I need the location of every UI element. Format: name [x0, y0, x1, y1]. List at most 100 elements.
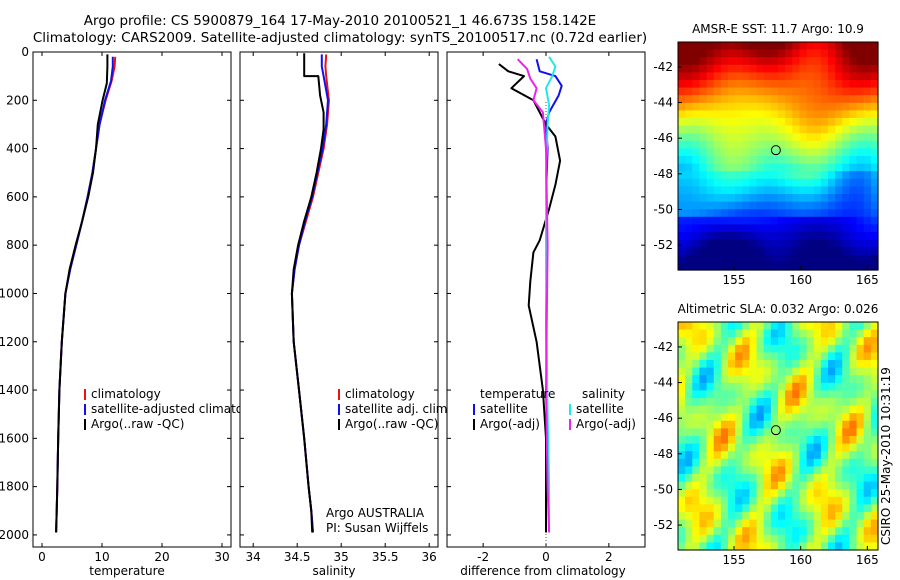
heatmap-cell: [742, 458, 751, 467]
heatmap-cell: [763, 186, 772, 195]
heatmap-cell: [770, 375, 779, 384]
heatmap-cell: [806, 504, 815, 513]
heatmap-cell: [842, 352, 851, 361]
heatmap-cell: [870, 140, 879, 149]
map-x-tick-label: 155: [723, 273, 746, 287]
heatmap-cell: [799, 156, 808, 165]
heatmap-cell: [785, 216, 793, 225]
heatmap-cell: [692, 262, 701, 271]
map-y-tick-label: -42: [653, 340, 673, 354]
heatmap-cell: [870, 64, 879, 73]
heatmap-cell: [813, 194, 822, 203]
heatmap-cell: [678, 102, 686, 111]
heatmap-cell: [678, 496, 686, 505]
heatmap-cell: [820, 42, 829, 51]
heatmap-cell: [728, 87, 736, 96]
heatmap-cell: [856, 360, 865, 369]
heatmap-cell: [749, 329, 758, 338]
heatmap-cell: [685, 148, 693, 157]
heatmap-cell: [763, 148, 772, 157]
heatmap-cell: [756, 519, 765, 528]
heatmap-cell: [756, 527, 765, 536]
heatmap-cell: [806, 466, 815, 475]
heatmap-cell: [792, 367, 801, 376]
sla-map-title: Altimetric SLA: 0.032 Argo: 0.026: [678, 302, 879, 316]
heatmap-cell: [735, 72, 743, 81]
heatmap-cell: [749, 466, 758, 475]
heatmap-cell: [799, 428, 808, 437]
heatmap-cell: [770, 451, 779, 460]
heatmap-cell: [828, 398, 836, 407]
y-tick-label: 200: [6, 93, 29, 107]
heatmap-cell: [778, 140, 786, 149]
heatmap-cell: [806, 201, 815, 210]
heatmap-cell: [849, 186, 858, 195]
heatmap-cell: [685, 125, 693, 134]
heatmap-cell: [813, 247, 822, 256]
heatmap-cell: [778, 110, 786, 119]
heatmap-cell: [870, 42, 879, 51]
heatmap-cell: [785, 209, 793, 218]
heatmap-cell: [835, 398, 843, 407]
heatmap-cell: [706, 110, 715, 119]
heatmap-cell: [799, 466, 808, 475]
heatmap-cell: [849, 201, 858, 210]
heatmap-cell: [713, 496, 722, 505]
heatmap-cell: [692, 519, 701, 528]
heatmap-cell: [870, 247, 879, 256]
heatmap-cell: [713, 398, 722, 407]
heatmap-cell: [763, 163, 772, 172]
heatmap-cell: [856, 201, 865, 210]
heatmap-cell: [756, 375, 765, 384]
heatmap-cell: [799, 382, 808, 391]
heatmap-cell: [713, 102, 722, 111]
heatmap-cell: [720, 322, 729, 331]
heatmap-cell: [678, 436, 686, 445]
heatmap-cell: [863, 49, 872, 58]
heatmap-cell: [856, 178, 865, 187]
heatmap-cell: [720, 95, 729, 104]
heatmap-cell: [685, 186, 693, 195]
heatmap-cell: [813, 201, 822, 210]
x-tick-label: -2: [477, 550, 489, 564]
heatmap-cell: [692, 156, 701, 165]
heatmap-cell: [849, 133, 858, 142]
heatmap-cell: [835, 512, 843, 521]
heatmap-cell: [742, 110, 751, 119]
heatmap-cell: [763, 405, 772, 414]
heatmap-cell: [863, 413, 872, 422]
heatmap-cell: [713, 239, 722, 248]
heatmap-cell: [799, 102, 808, 111]
heatmap-cell: [806, 519, 815, 528]
y-tick-label: 800: [6, 238, 29, 252]
heatmap-cell: [813, 489, 822, 498]
heatmap-cell: [813, 352, 822, 361]
heatmap-cell: [870, 133, 879, 142]
heatmap-cell: [792, 420, 801, 429]
heatmap-cell: [863, 194, 872, 203]
heatmap-cell: [835, 344, 843, 353]
heatmap-cell: [678, 80, 686, 89]
heatmap-cell: [699, 466, 708, 475]
heatmap-cell: [735, 64, 743, 73]
heatmap-cell: [678, 247, 686, 256]
heatmap-cell: [792, 254, 801, 263]
heatmap-cell: [706, 87, 715, 96]
heatmap-cell: [770, 171, 779, 180]
heatmap-cell: [699, 512, 708, 521]
heatmap-cell: [785, 110, 793, 119]
heatmap-cell: [735, 481, 743, 490]
heatmap-cell: [778, 95, 786, 104]
y-tick-label: 1800: [0, 480, 29, 494]
heatmap-cell: [742, 413, 751, 422]
heatmap-cell: [735, 247, 743, 256]
heatmap-cell: [835, 458, 843, 467]
heatmap-cell: [806, 405, 815, 414]
heatmap-cell: [678, 329, 686, 338]
heatmap-cell: [870, 322, 879, 331]
x-tick-label: 0: [542, 550, 550, 564]
heatmap-cell: [728, 133, 736, 142]
heatmap-cell: [692, 49, 701, 58]
heatmap-cell: [842, 201, 851, 210]
heatmap-cell: [692, 148, 701, 157]
